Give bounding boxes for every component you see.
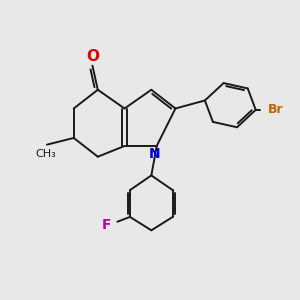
Text: CH₃: CH₃	[35, 149, 56, 159]
Text: N: N	[149, 147, 161, 161]
Text: Br: Br	[268, 103, 283, 116]
Text: O: O	[86, 49, 99, 64]
Text: F: F	[102, 218, 111, 232]
